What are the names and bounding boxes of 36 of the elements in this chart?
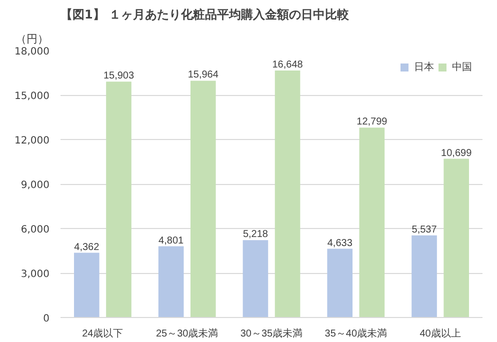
data-label: 15,903	[103, 70, 134, 82]
data-label: 4,633	[327, 238, 353, 249]
data-label: 5,537	[412, 224, 438, 236]
bar	[412, 235, 437, 318]
y-tick-label: 15,000	[14, 91, 50, 102]
bar	[158, 246, 184, 318]
bar	[74, 252, 100, 318]
data-label: 10,699	[441, 148, 472, 159]
data-label: 4,801	[158, 235, 184, 246]
x-tick-label: 35～40歳未満	[324, 328, 388, 340]
x-tick-label: 40歳以上	[420, 328, 461, 340]
bar	[444, 158, 469, 318]
x-tick-label: 30～35歳未満	[240, 328, 303, 340]
x-tick-label: 25～30歳未満	[156, 328, 218, 340]
chart-title: 【図1】 １ヶ月あたり化粧品平均購入金額の日中比較	[60, 8, 350, 22]
legend-label: 日本	[414, 60, 434, 74]
y-tick-label: 6,000	[20, 224, 50, 236]
data-label: 16,648	[272, 60, 304, 71]
data-label: 12,799	[356, 116, 388, 128]
bar	[106, 82, 132, 318]
y-tick-label: 9,000	[20, 180, 50, 191]
bar	[190, 80, 216, 318]
y-tick-label: 0	[43, 314, 50, 324]
x-tick-label: 24歳以下	[82, 328, 124, 340]
data-label: 4,362	[74, 242, 100, 253]
data-label: 5,218	[242, 229, 268, 240]
bar	[359, 128, 385, 318]
bar	[274, 70, 300, 318]
y-axis-title: （円）	[16, 34, 48, 46]
bar	[242, 240, 268, 318]
data-label: 15,964	[188, 70, 219, 81]
y-tick-label: 12,000	[14, 136, 50, 146]
y-tick-label: 18,000	[14, 46, 50, 58]
y-tick-label: 3,000	[20, 269, 50, 280]
bar	[327, 248, 353, 318]
legend-label: 中国	[452, 60, 472, 74]
